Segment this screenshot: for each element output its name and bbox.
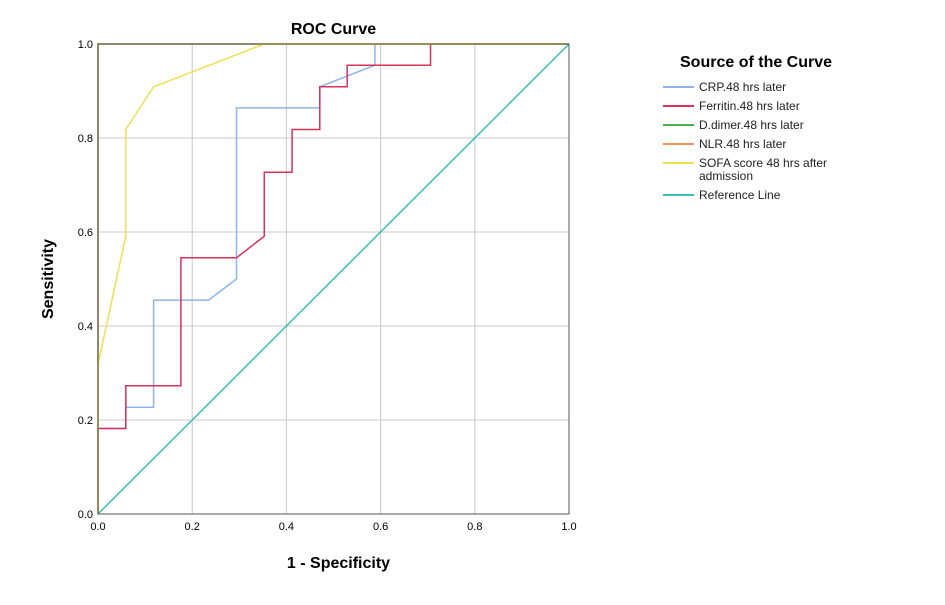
- y-axis-title: Sensitivity: [40, 239, 57, 319]
- x-tick-label: 0.2: [185, 521, 200, 533]
- chart-title: ROC Curve: [291, 21, 376, 38]
- legend-label: CRP.48 hrs later: [699, 80, 786, 94]
- y-tick-label: 1.0: [78, 39, 93, 51]
- y-tick-label: 0.2: [78, 415, 93, 427]
- y-tick-label: 0.4: [78, 321, 93, 333]
- x-axis-title: 1 - Specificity: [287, 555, 390, 572]
- series-line-5: [97, 43, 570, 515]
- y-tick-label: 0.0: [78, 509, 93, 521]
- y-tick-label: 0.6: [78, 227, 93, 239]
- y-tick-label: 0.8: [78, 133, 93, 145]
- x-tick-label: 0.8: [467, 521, 482, 533]
- x-tick-label: 1.0: [561, 521, 576, 533]
- legend-label: Reference Line: [699, 188, 781, 202]
- legend-label: Ferritin.48 hrs later: [699, 99, 800, 113]
- series-line-1: [97, 43, 569, 514]
- legend-label: NLR.48 hrs later: [699, 137, 786, 151]
- legend-title: Source of the Curve: [680, 54, 832, 71]
- legend-label: SOFA score 48 hrs after admission: [699, 156, 827, 183]
- x-tick-label: 0.6: [373, 521, 388, 533]
- tick-labels: 0.0 0.2 0.4 0.6 0.8 1.0 0.0 0.2 0.4 0.6 0.8 1.0: [78, 39, 577, 533]
- legend-label: D.dimer.48 hrs later: [699, 118, 804, 132]
- x-tick-label: 0.0: [90, 521, 105, 533]
- series-lines: [97, 43, 570, 515]
- plot-frame: [97, 43, 570, 515]
- legend: Source of the Curve CRP.48 hrs later Ferr…: [663, 54, 832, 202]
- x-tick-label: 0.4: [279, 521, 294, 533]
